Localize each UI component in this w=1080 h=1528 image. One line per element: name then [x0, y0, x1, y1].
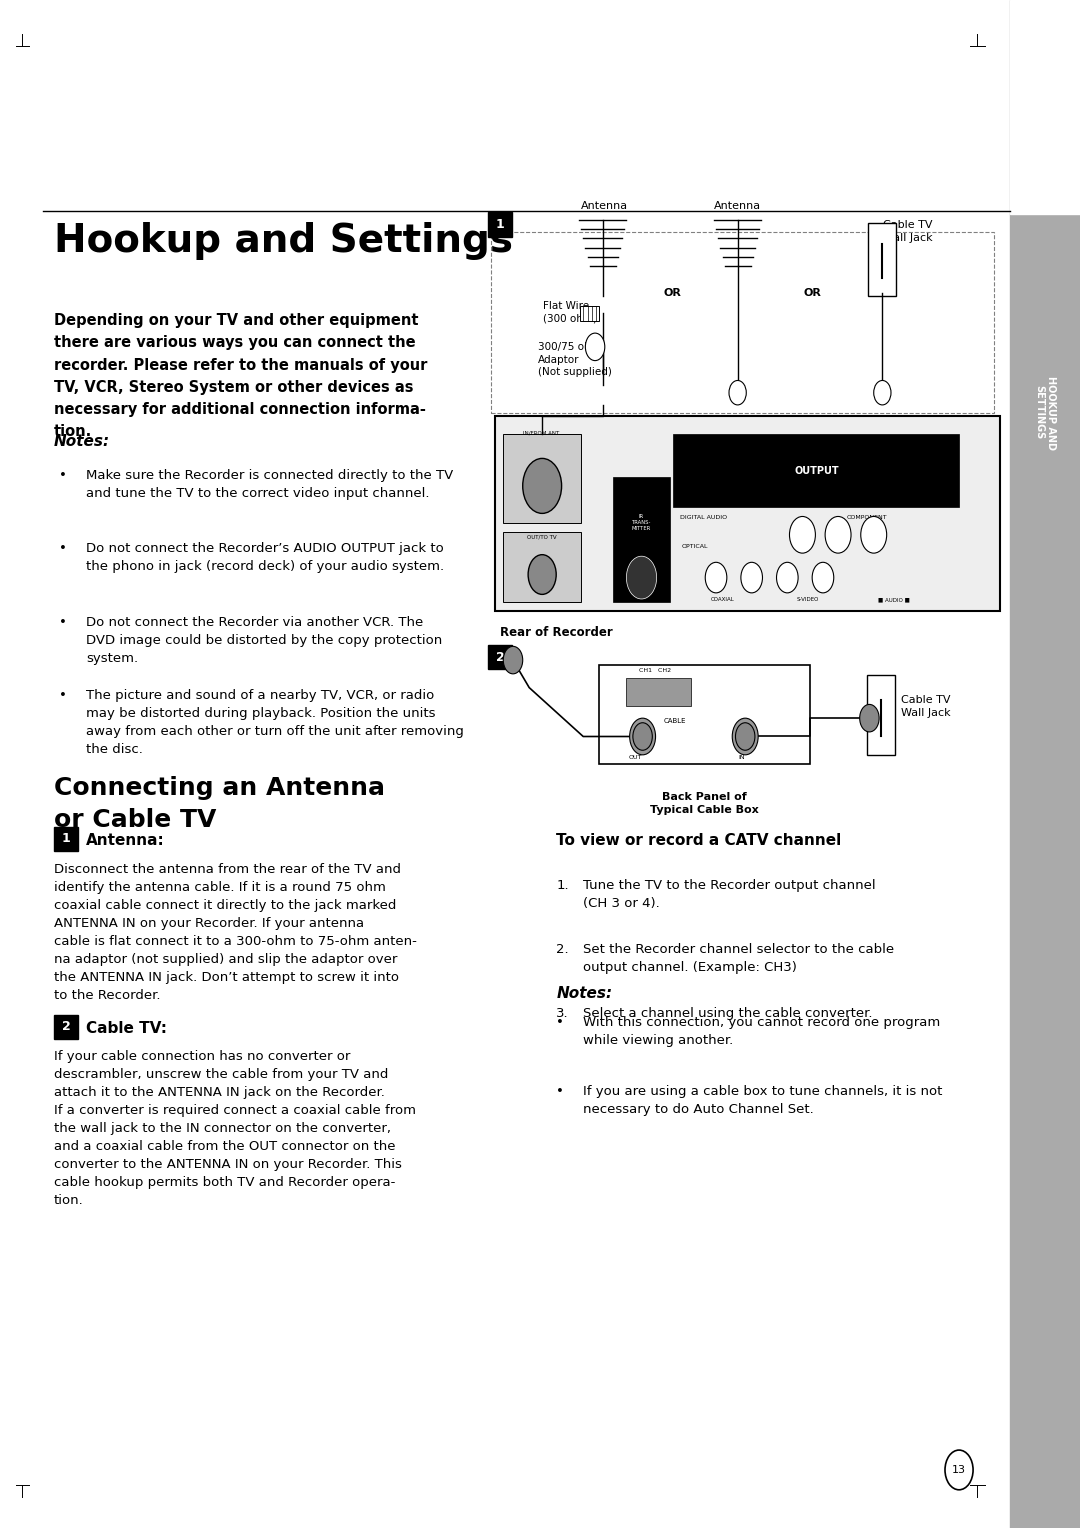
Text: IN/FROM ANT.: IN/FROM ANT. — [524, 431, 561, 435]
Text: •: • — [556, 1085, 564, 1099]
Text: Do not connect the Recorder’s AUDIO OUTPUT jack to
the phono in jack (record dec: Do not connect the Recorder’s AUDIO OUTP… — [86, 542, 445, 573]
Circle shape — [777, 562, 798, 593]
Text: Do not connect the Recorder via another VCR. The
DVD image could be distorted by: Do not connect the Recorder via another … — [86, 616, 443, 665]
Text: Cable TV
Wall Jack: Cable TV Wall Jack — [883, 220, 933, 243]
Text: The picture and sound of a nearby TV, VCR, or radio
may be distorted during play: The picture and sound of a nearby TV, VC… — [86, 689, 464, 756]
Bar — [503, 532, 581, 602]
Text: Cable TV
Wall Jack: Cable TV Wall Jack — [901, 695, 950, 718]
Bar — [626, 678, 691, 706]
Text: 1: 1 — [62, 833, 70, 845]
Text: Flat Wire
(300 ohm): Flat Wire (300 ohm) — [543, 301, 597, 324]
Text: Rear of Recorder: Rear of Recorder — [500, 626, 612, 640]
Circle shape — [874, 380, 891, 405]
Text: COAXIAL: COAXIAL — [711, 597, 734, 602]
Bar — [613, 477, 670, 602]
FancyBboxPatch shape — [54, 1015, 78, 1039]
Text: 3.: 3. — [556, 1007, 569, 1021]
Circle shape — [633, 723, 652, 750]
Text: ■ AUDIO ■: ■ AUDIO ■ — [878, 597, 910, 602]
Text: 2.: 2. — [556, 943, 569, 957]
Bar — [1010, 0, 1080, 1528]
FancyBboxPatch shape — [54, 827, 78, 851]
Text: 2: 2 — [496, 651, 504, 663]
Circle shape — [741, 562, 762, 593]
Text: DIGITAL AUDIO: DIGITAL AUDIO — [679, 515, 727, 520]
Text: 2: 2 — [62, 1021, 70, 1033]
Text: OUT: OUT — [629, 755, 642, 759]
Text: IR
TRANS-
MITTER: IR TRANS- MITTER — [632, 515, 651, 530]
Text: Antenna:: Antenna: — [86, 833, 165, 848]
Text: Disconnect the antenna from the rear of the TV and
identify the antenna cable. I: Disconnect the antenna from the rear of … — [54, 863, 417, 1002]
Circle shape — [503, 646, 523, 674]
Bar — [495, 416, 1000, 611]
Text: OR: OR — [664, 289, 681, 298]
Circle shape — [523, 458, 562, 513]
Text: Depending on your TV and other equipment
there are various ways you can connect : Depending on your TV and other equipment… — [54, 313, 428, 439]
Text: •: • — [59, 469, 67, 483]
Text: OUT/TO TV: OUT/TO TV — [527, 535, 557, 539]
Circle shape — [585, 333, 605, 361]
FancyBboxPatch shape — [868, 223, 896, 296]
Text: COMPONENT: COMPONENT — [847, 515, 888, 520]
Text: Connecting an Antenna
or Cable TV: Connecting an Antenna or Cable TV — [54, 776, 384, 831]
Text: •: • — [59, 542, 67, 556]
Text: Notes:: Notes: — [556, 986, 612, 1001]
Circle shape — [705, 562, 727, 593]
Text: OPTICAL: OPTICAL — [681, 544, 708, 549]
Text: •: • — [556, 1016, 564, 1030]
Circle shape — [825, 516, 851, 553]
Text: CH1   CH2: CH1 CH2 — [639, 668, 672, 672]
FancyBboxPatch shape — [488, 212, 512, 237]
Text: 1: 1 — [496, 219, 504, 231]
Bar — [673, 434, 959, 507]
Text: Antenna: Antenna — [581, 200, 629, 211]
Bar — [580, 306, 599, 321]
Text: OUTPUT: OUTPUT — [794, 466, 839, 475]
Text: Select a channel using the cable converter.: Select a channel using the cable convert… — [583, 1007, 873, 1021]
Bar — [599, 665, 810, 764]
Bar — [1010, 0, 1080, 214]
FancyBboxPatch shape — [867, 675, 895, 755]
Text: To view or record a CATV channel: To view or record a CATV channel — [556, 833, 841, 848]
Text: S-VIDEO: S-VIDEO — [797, 597, 820, 602]
Text: Antenna: Antenna — [714, 200, 761, 211]
Circle shape — [626, 556, 657, 599]
Text: Notes:: Notes: — [54, 434, 110, 449]
Text: HOOKUP AND
SETTINGS: HOOKUP AND SETTINGS — [1035, 376, 1056, 449]
Text: Set the Recorder channel selector to the cable
output channel. (Example: CH3): Set the Recorder channel selector to the… — [583, 943, 894, 973]
Text: Make sure the Recorder is connected directly to the TV
and tune the TV to the co: Make sure the Recorder is connected dire… — [86, 469, 454, 500]
Circle shape — [735, 723, 755, 750]
Circle shape — [732, 718, 758, 755]
Text: Tune the TV to the Recorder output channel
(CH 3 or 4).: Tune the TV to the Recorder output chann… — [583, 879, 876, 909]
Text: •: • — [59, 689, 67, 703]
Circle shape — [729, 380, 746, 405]
FancyBboxPatch shape — [488, 645, 512, 669]
Text: CABLE: CABLE — [664, 718, 686, 724]
Text: 300/75 ohm
Adaptor
(Not supplied): 300/75 ohm Adaptor (Not supplied) — [538, 342, 611, 377]
Text: OR: OR — [804, 289, 821, 298]
Bar — [503, 434, 581, 523]
Circle shape — [861, 516, 887, 553]
Text: If your cable connection has no converter or
descrambler, unscrew the cable from: If your cable connection has no converte… — [54, 1050, 416, 1207]
Text: Back Panel of
Typical Cable Box: Back Panel of Typical Cable Box — [650, 792, 759, 814]
Circle shape — [528, 555, 556, 594]
Text: 13: 13 — [953, 1465, 966, 1475]
Text: Cable TV:: Cable TV: — [86, 1021, 167, 1036]
Text: IN: IN — [739, 755, 745, 759]
Circle shape — [812, 562, 834, 593]
Text: Hookup and Settings: Hookup and Settings — [54, 222, 513, 260]
Text: 1.: 1. — [556, 879, 569, 892]
Circle shape — [789, 516, 815, 553]
Text: •: • — [59, 616, 67, 630]
Text: If you are using a cable box to tune channels, it is not
necessary to do Auto Ch: If you are using a cable box to tune cha… — [583, 1085, 943, 1115]
Circle shape — [860, 704, 879, 732]
Text: With this connection, you cannot record one program
while viewing another.: With this connection, you cannot record … — [583, 1016, 941, 1047]
Circle shape — [630, 718, 656, 755]
